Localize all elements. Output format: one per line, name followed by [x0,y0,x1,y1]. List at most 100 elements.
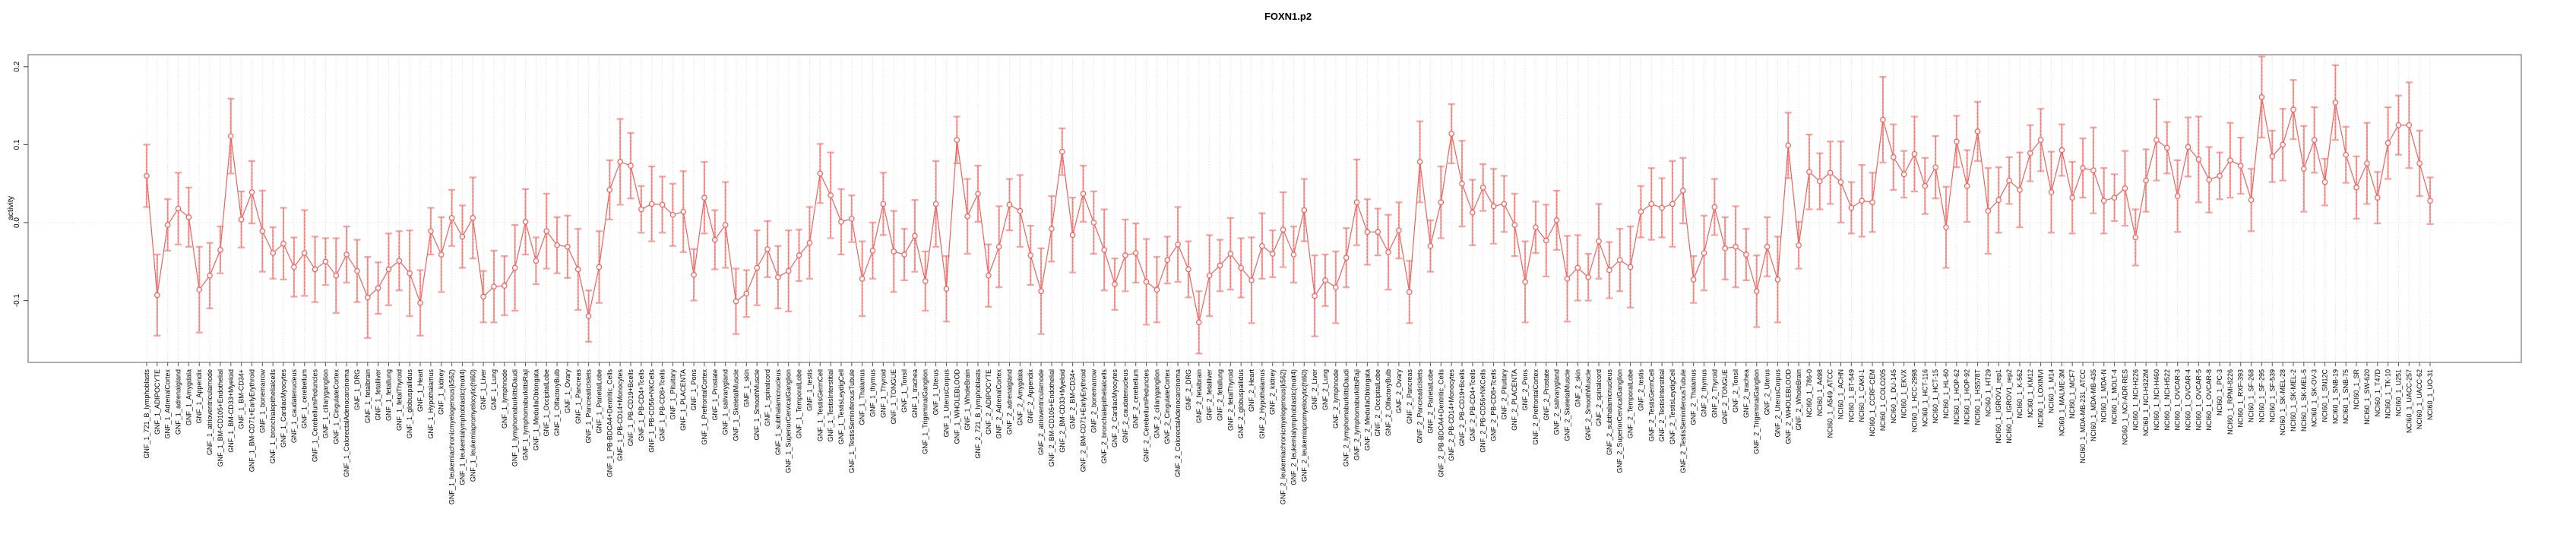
x-tick-label: GNF_2_leukemiachronicmyelogenous(k562) [1280,369,1287,504]
x-tick-label: GNF_2_ParietalLobe [1426,369,1434,434]
x-tick-label: GNF_2_721_B_lymphoblasts [974,369,982,459]
data-point [1543,237,1549,244]
x-tick-label: GNF_1_lymphomaburkittsRaji [522,369,530,460]
data-point [912,232,918,239]
data-point [354,267,360,274]
x-tick-label: GNF_1_ADIPOCYTE [153,369,161,435]
data-point [2395,122,2402,128]
x-tick-label: NCI60_1_CAKI-1 [1858,369,1866,422]
x-tick-label: GNF_2_trachea [1742,369,1750,418]
data-point [1511,222,1518,228]
x-tick-label: NCI60_1_MDA-N [2100,369,2108,422]
data-point [1238,264,1244,271]
data-point [301,250,308,256]
data-point [995,244,1002,250]
x-tick-label: GNF_1_TestisInterstitial [827,369,834,442]
x-tick-label: GNF_2_salivarygland [1553,369,1561,435]
data-point [2364,160,2370,166]
data-point [964,213,970,220]
data-point [775,274,781,280]
x-tick-label: GNF_1_caudatenucleus [290,369,298,444]
x-tick-label: GNF_1_TestisLeydigCell [837,369,845,444]
x-tick-label: GNF_1_skin [742,369,750,407]
x-tick-label: NCI60_1_SNB-75 [2342,369,2350,424]
data-point [1701,250,1707,256]
data-point [2416,160,2423,166]
data-point [975,191,981,197]
x-tick-label: NCI60_1_NCI-H226 [2131,369,2139,431]
data-point [1143,279,1150,285]
data-point [1101,247,1107,253]
x-tick-label: NCI60_1_A549_ATCC [1827,369,1834,438]
data-point [1259,242,1265,249]
x-tick-label: GNF_1_BM-CD34+ [238,369,245,429]
x-tick-label: NCI60_1_M14 [2047,369,2055,413]
data-point [733,298,739,305]
x-tick-label: GNF_1_Pancreas [574,369,582,425]
x-tick-label: GNF_1_testis [805,369,813,412]
y-tick-label: 0.1 [13,139,21,150]
x-tick-label: GNF_2_fetalbrain [1195,369,1203,423]
data-point [1880,116,1886,123]
data-point [1659,204,1665,211]
data-point [2258,94,2265,100]
x-tick-label: GNF_1_Thyroid [879,369,887,418]
data-point [1733,244,1739,250]
x-tick-label: GNF_2_leukemiapromyelocytic(hl60) [1300,369,1308,482]
data-point [2122,185,2128,191]
x-tick-label: NCI60_1_HS578T [1974,369,1982,425]
x-tick-label: GNF_1_spinalcord [764,369,771,426]
x-tick-label: NCI60_1_HOP-62 [1953,369,1960,425]
x-tick-label: NCI60_1_MDA-MB-231_ATCC [2079,369,2087,463]
data-point [1974,128,1981,134]
x-tick-label: NCI60_1_OVCAR-3 [2174,369,2182,431]
data-point [491,283,497,289]
data-point [1017,207,1024,214]
x-tick-label: GNF_1_PB-CD8+Tcells [659,369,666,441]
data-point [2006,177,2012,184]
x-tick-label: GNF_1_ciliaryganglion [321,369,329,438]
x-tick-label: NCI60_1_TK-10 [2385,369,2392,419]
x-tick-label: NCI60_1_SK-OV-3 [2311,369,2318,427]
data-point [1006,201,1013,208]
data-point [522,219,529,225]
data-point [533,258,540,264]
data-point [1900,171,1907,178]
data-point [480,293,486,300]
x-tick-label: GNF_2_BM-CD33+Myeloid [1059,369,1066,453]
x-tick-label: GNF_2_PB-CD14+Monocytes [1448,369,1455,461]
data-point [1679,188,1686,194]
x-tick-label: GNF_1_TestisSeminiferousTubule [848,369,856,473]
data-point [417,299,423,306]
data-point [154,292,160,299]
x-tick-label: GNF_2_DRG [1185,369,1192,410]
x-tick-label: GNF_1_salivarygland [722,369,729,435]
x-tick-label: GNF_1_TrigeminalGanglion [922,369,929,454]
data-point [333,272,340,279]
data-point [1175,241,1181,248]
x-tick-label: NCI60_1_786-0 [1805,369,1813,418]
data-point [365,294,371,301]
x-tick-label: GNF_1_ParietalLobe [595,369,603,434]
data-point [1995,197,2002,204]
x-tick-label: GNF_2_Liver [1311,369,1318,410]
x-tick-label: NCI60_1_T47D [2374,369,2381,417]
data-point [2132,234,2139,241]
data-point [1954,138,1960,145]
x-tick-label: NCI60_1_NCI-H460 [2153,369,2160,431]
x-tick-label: GNF_2_Uterus [1764,369,1771,416]
data-point [1322,277,1328,283]
data-point [922,278,929,284]
x-tick-label: GNF_2_PB-CD19+Bcells [1458,369,1466,447]
x-tick-label: GNF_1_SkeletalMuscle [732,369,739,441]
x-tick-label: GNF_1_TONGUE [890,369,897,424]
x-tick-label: NCI60_1_UACC-62 [2416,369,2423,429]
x-tick-label: GNF_1_PrefrontalCortex [701,369,708,445]
x-tick-label: GNF_1_WHOLEBLOOD [953,369,960,444]
data-point [680,208,687,215]
data-point [1248,277,1255,283]
data-point [1616,257,1623,264]
x-tick-label: GNF_1_SuperiorCervicalGanglion [785,369,793,473]
data-point [628,163,634,169]
